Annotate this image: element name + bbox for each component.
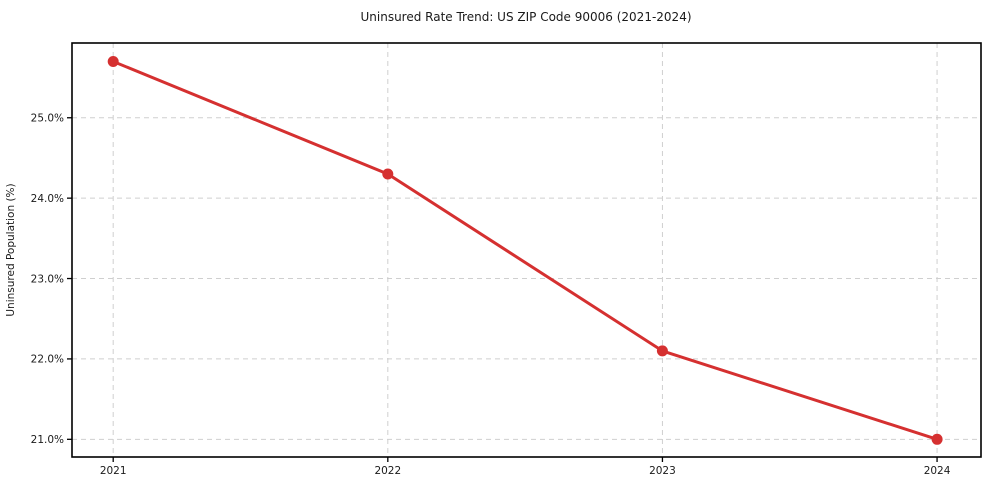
gridlines [72,43,981,457]
y-tick-label: 22.0% [31,354,64,366]
plot-border-rect [71,42,982,458]
y-tick-label: 25.0% [31,113,64,125]
tick-labels: 21.0% 22.0% 23.0% 24.0% 25.0% 2021 2022 2023 202… [31,113,951,477]
trend-line [111,60,939,441]
x-tick-label: 2021 [100,465,127,477]
data-point [382,168,394,180]
data-point [107,56,119,67]
axis-ticks [67,117,938,462]
y-tick-label: 24.0% [31,193,64,205]
x-tick-label: 2024 [924,465,951,477]
y-tick-label: 23.0% [31,273,64,285]
chart-title: Uninsured Rate Trend: US ZIP Code 90006 … [360,10,691,24]
data-point [931,433,943,445]
y-axis-label: Uninsured Population (%) [5,183,17,316]
x-tick-label: 2023 [649,465,676,477]
y-tick-label: 21.0% [31,434,64,446]
x-tick-label: 2022 [374,465,401,477]
plot-border [71,42,982,458]
series-group [107,56,943,445]
data-point [656,345,668,357]
